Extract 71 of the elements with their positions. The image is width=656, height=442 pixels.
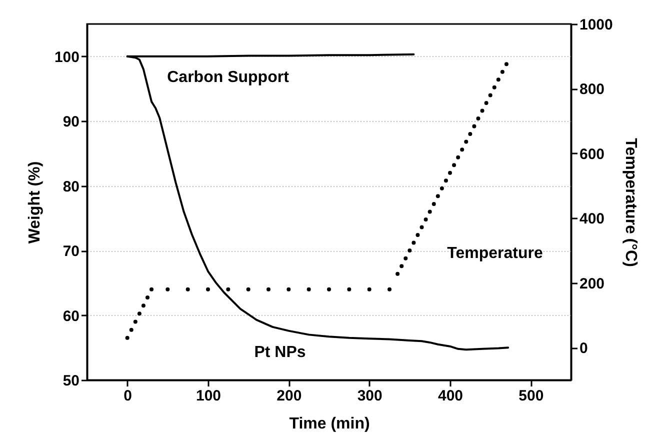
y2-tick-label: 200 <box>580 275 605 292</box>
y-tick-label: 60 <box>62 308 80 325</box>
point <box>428 210 432 214</box>
point <box>367 287 372 292</box>
y2-axis-title: Temperature (°C) <box>622 138 639 267</box>
point <box>480 108 484 113</box>
y2-tick-label: 1000 <box>580 16 613 34</box>
y-tick-label: 80 <box>62 178 80 196</box>
point <box>166 287 170 292</box>
point <box>500 70 504 74</box>
y2-tick-label: 800 <box>580 81 605 98</box>
point <box>488 93 492 98</box>
point <box>448 170 452 175</box>
series-label: Carbon Support <box>167 69 290 86</box>
x-tick-label: 500 <box>518 388 544 404</box>
point <box>146 295 150 300</box>
point <box>408 248 412 253</box>
series-label: Temperature <box>447 245 543 262</box>
point <box>468 132 472 136</box>
point <box>137 312 142 316</box>
point <box>452 163 456 168</box>
point <box>266 287 270 292</box>
point <box>484 100 488 105</box>
point <box>420 225 424 230</box>
y-axis-title: Weight (%) <box>26 161 44 244</box>
point <box>412 240 416 245</box>
point <box>496 78 500 82</box>
point <box>444 178 448 183</box>
point <box>436 194 440 198</box>
point <box>400 264 404 268</box>
point <box>464 140 468 144</box>
point <box>186 287 190 292</box>
point <box>347 287 352 292</box>
y2-tick-label: 600 <box>580 146 605 163</box>
x-tick-label: 0 <box>124 388 132 404</box>
point <box>388 287 392 292</box>
point <box>246 287 250 292</box>
y-tick-label: 50 <box>62 372 80 390</box>
point <box>440 186 444 190</box>
point <box>460 148 464 152</box>
series-label: Pt NPs <box>254 344 306 361</box>
point <box>476 116 480 120</box>
point <box>306 287 311 292</box>
y2-tick-label: 0 <box>580 340 588 358</box>
point <box>133 320 138 324</box>
point <box>432 202 436 206</box>
x-tick-label: 400 <box>438 388 464 404</box>
point <box>286 287 291 292</box>
point <box>129 328 134 332</box>
point <box>150 287 154 292</box>
point <box>492 85 496 90</box>
point <box>226 287 230 292</box>
x-tick-label: 300 <box>357 388 382 404</box>
y-tick-label: 90 <box>62 114 80 131</box>
point <box>206 287 210 292</box>
y2-tick-label: 400 <box>580 210 605 228</box>
y-tick-label: 100 <box>54 48 80 66</box>
point <box>424 217 428 222</box>
point <box>472 124 476 128</box>
x-axis-title: Time (min) <box>289 416 370 432</box>
y-tick-label: 70 <box>62 243 80 260</box>
point <box>141 304 146 308</box>
x-tick-label: 100 <box>196 388 222 404</box>
point <box>416 233 420 238</box>
point <box>404 256 408 260</box>
point <box>125 336 130 340</box>
point <box>456 155 460 160</box>
x-tick-label: 200 <box>276 388 302 404</box>
point <box>396 272 400 276</box>
point <box>327 287 331 292</box>
point <box>504 62 508 66</box>
